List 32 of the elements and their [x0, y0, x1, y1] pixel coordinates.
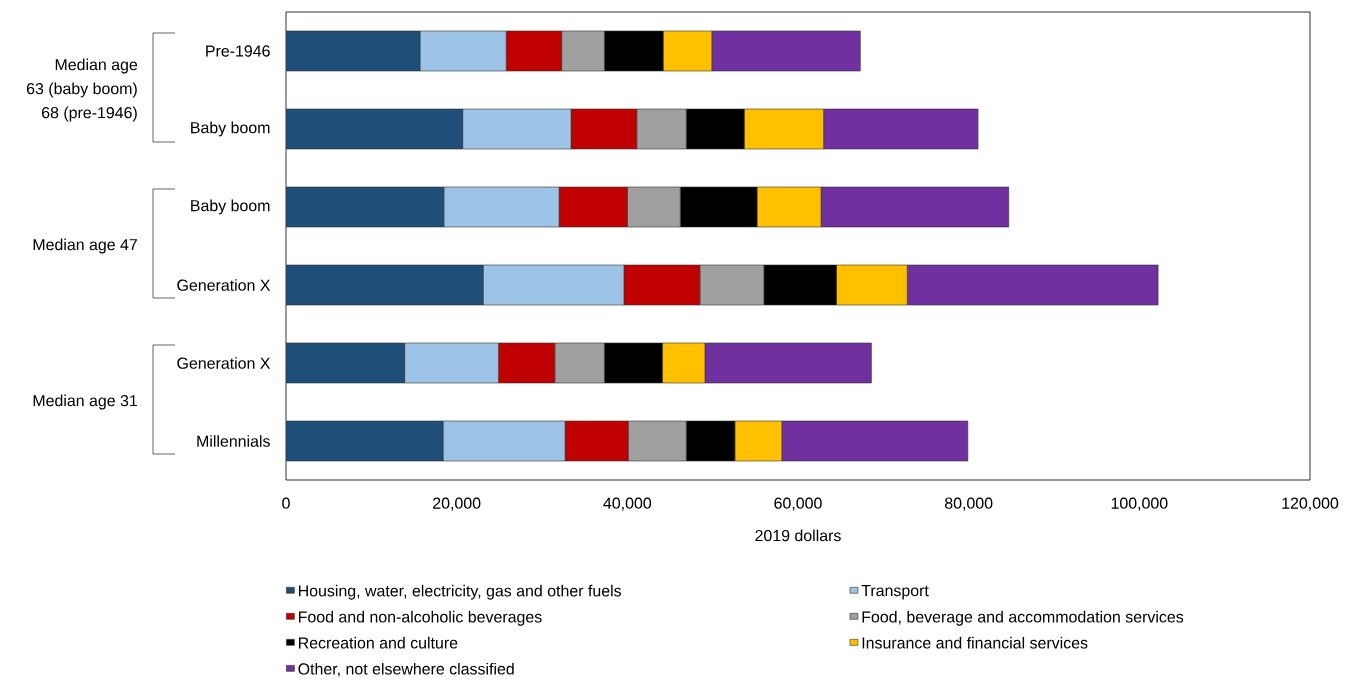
bar	[286, 420, 444, 462]
legend-label: Transport	[861, 585, 929, 600]
y-tick-label: Pre-1946	[206, 45, 270, 57]
x-tick-label: 40,000	[603, 497, 652, 511]
x-tick-label: 120,000	[1282, 497, 1339, 511]
x-tick-label: 60,000	[774, 497, 822, 511]
y-tick-label: Millennials	[197, 435, 270, 447]
legend-label: Insurance and financial services	[862, 636, 1088, 649]
x-tick-label: 100,000	[1111, 497, 1168, 511]
bar	[286, 30, 421, 72]
y-tick-label: Baby boom	[191, 199, 270, 215]
legend-label: Recreation and culture	[298, 636, 458, 649]
legend-label: Food and non-alcoholic beverages	[298, 610, 542, 626]
bar	[286, 342, 405, 384]
y-tick-label: Generation X	[177, 279, 271, 291]
bar	[286, 108, 463, 150]
y-tick-label: Baby boom	[191, 121, 270, 137]
bar	[286, 264, 484, 306]
x-tick-label: 0	[282, 497, 290, 509]
text: Median age 31	[33, 394, 137, 410]
text: Median age	[55, 58, 138, 74]
x-tick-label: 80,000	[944, 497, 993, 511]
bar	[286, 186, 445, 228]
text: Median age 47	[33, 238, 137, 254]
y-tick-label: Generation X	[177, 357, 271, 369]
legend-label: Other, not elsewhere classified	[298, 662, 514, 677]
text: 63 (baby boom)	[26, 82, 137, 98]
legend-label: Housing, water, electricity, gas and other fuels	[298, 584, 622, 600]
x-axis-title: 2019 dollars	[755, 529, 841, 542]
x-tick-label: 20,000	[433, 497, 481, 511]
legend-label: Food, beverage and accommodation services	[862, 610, 1184, 626]
text: 68 (pre-1946)	[42, 106, 137, 122]
